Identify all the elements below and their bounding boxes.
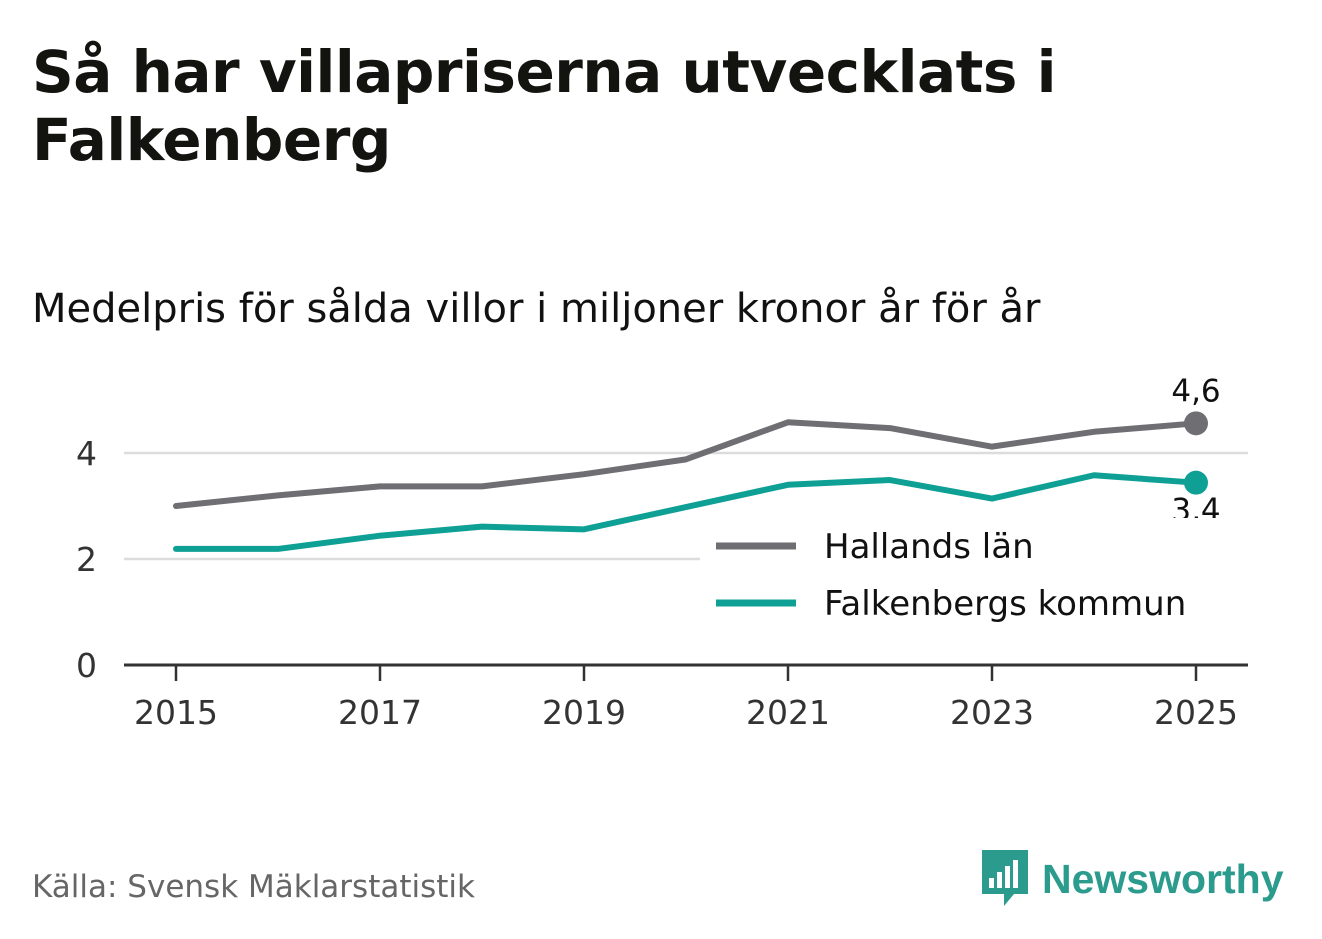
legend-label: Hallands län	[824, 527, 1034, 567]
brand-logo: Newsworthy	[980, 848, 1284, 910]
series-end-marker	[1184, 470, 1208, 495]
y-tick-label: 4	[76, 434, 97, 473]
x-tick-label: 2025	[1154, 693, 1238, 732]
x-tick-label: 2019	[542, 693, 626, 732]
legend-background	[700, 518, 1248, 640]
series-end-label: 4,6	[1171, 373, 1220, 409]
legend-label: Falkenbergs kommun	[824, 584, 1186, 624]
series-line	[173, 419, 1199, 509]
x-tick-label: 2023	[950, 693, 1034, 732]
chart-subtitle: Medelpris för sålda villor i miljoner kr…	[32, 286, 1041, 332]
x-tick-label: 2017	[338, 693, 422, 732]
source-note: Källa: Svensk Mäklarstatistik	[32, 869, 475, 905]
x-tick-label: 2015	[134, 693, 218, 732]
series-end-marker	[1184, 411, 1208, 436]
brand-name: Newsworthy	[1042, 855, 1284, 902]
newsworthy-logo-icon	[982, 850, 1028, 906]
chart-title: Så har villapriserna utvecklats i Falken…	[32, 38, 1056, 174]
series-line	[173, 472, 1199, 552]
x-tick-label: 2021	[746, 693, 830, 732]
y-tick-label: 0	[76, 646, 97, 685]
y-tick-label: 2	[76, 540, 97, 579]
